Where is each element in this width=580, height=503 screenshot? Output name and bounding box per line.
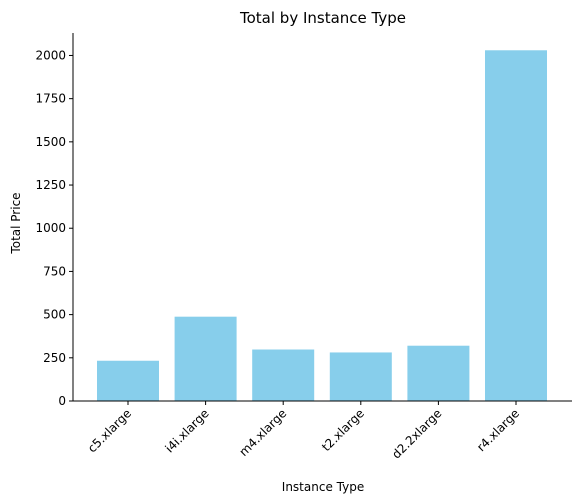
y-tick-label: 750 [43, 264, 66, 278]
bars-group [97, 50, 547, 401]
bar-i4i-xlarge [174, 316, 237, 401]
bar-t2-xlarge [329, 352, 392, 401]
x-tick-label: d2.2xlarge [389, 406, 444, 461]
x-axis-ticks: c5.xlarge i4i.xlarge m4.xlarge t2.xlarge d2.… [85, 401, 522, 462]
bar-m4-xlarge [252, 349, 315, 401]
bar-d2-2xlarge [407, 345, 470, 401]
y-tick-label: 250 [43, 351, 66, 365]
y-axis-ticks: 0 250 500 750 1000 1250 1500 1750 2000 [35, 48, 73, 408]
x-tick-label: c5.xlarge [85, 406, 134, 455]
x-axis-label: Instance Type [282, 480, 364, 494]
y-tick-label: 0 [58, 394, 66, 408]
y-tick-label: 500 [43, 308, 66, 322]
y-tick-label: 1000 [35, 221, 66, 235]
bar-c5-xlarge [97, 360, 159, 401]
x-tick-label: i4i.xlarge [162, 406, 211, 455]
chart-title: Total by Instance Type [239, 9, 406, 27]
x-tick-label: t2.xlarge [319, 406, 367, 454]
y-tick-label: 1750 [35, 92, 66, 106]
y-axis-label: Total Price [9, 192, 23, 254]
x-tick-label: m4.xlarge [237, 406, 290, 459]
x-tick-label: r4.xlarge [474, 406, 522, 454]
y-tick-label: 2000 [35, 48, 66, 62]
y-tick-label: 1250 [35, 178, 66, 192]
bar-r4-xlarge [485, 50, 547, 401]
y-tick-label: 1500 [35, 135, 66, 149]
